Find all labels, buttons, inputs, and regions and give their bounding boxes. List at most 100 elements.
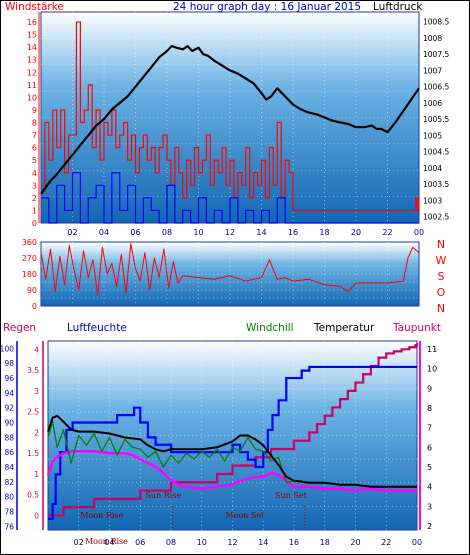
wind-tick-label: 14: [27, 43, 37, 52]
pressure-tick-label: 1005.5: [423, 115, 449, 124]
wind-tick-label: 12: [27, 68, 37, 77]
humidity-tick-label: 88: [4, 433, 14, 442]
temperature-label: Temperatur: [313, 322, 375, 334]
windchill-label: Windchill: [246, 322, 294, 334]
time-tick-label: 18: [320, 538, 330, 547]
compass-label: N: [437, 302, 445, 315]
compass-label: N: [437, 238, 445, 251]
time-tick-label: 12: [225, 228, 235, 237]
time-tick-label: 16: [289, 538, 299, 547]
temperature-tick-label: 6: [427, 443, 432, 452]
compass-label: S: [438, 270, 445, 283]
rain-tick-label: 3.5: [27, 366, 39, 375]
wind-tick-label: 6: [32, 144, 37, 153]
time-tick-label: 02: [74, 538, 84, 547]
time-tick-label: 16: [288, 228, 298, 237]
wind-gust-series: [41, 21, 420, 212]
compass-label: O: [437, 286, 446, 299]
chart-title: 24 hour graph day : 16 Januar 2015: [173, 1, 361, 13]
direction-tick-label: 270: [22, 254, 37, 263]
wind-tick-label: 11: [27, 81, 37, 90]
pressure-tick-label: 1004: [423, 164, 442, 173]
time-tick-label: 20: [350, 538, 360, 547]
compass-label: W: [436, 254, 447, 267]
time-tick-label: 08: [162, 228, 172, 237]
windchill-series: [47, 421, 302, 484]
humidity-tick-label: 98: [4, 359, 14, 368]
humidity-tick-label: 76: [4, 522, 14, 531]
astro-annotation: Moon Rise: [80, 511, 123, 520]
wind-tick-label: 1: [32, 206, 37, 215]
humidity-tick-label: 78: [4, 507, 14, 516]
wind-tick-label: 4: [32, 169, 37, 178]
time-tick-label: 14: [258, 538, 268, 547]
time-tick-label: 18: [319, 228, 329, 237]
pressure-tick-label: 1006: [423, 99, 442, 108]
time-tick-label: 08: [166, 538, 176, 547]
temperature-tick-label: 5: [427, 463, 432, 472]
wind-tick-label: 9: [32, 106, 37, 115]
astro-annotation: Sun Rise: [145, 491, 181, 500]
wind-label: Windstärke: [5, 1, 64, 13]
time-tick-label: 06: [135, 538, 145, 547]
rain-tick-label: 0: [34, 511, 39, 520]
rain-series: [48, 343, 419, 517]
humidity-tick-label: 86: [4, 448, 14, 457]
direction-tick-label: 360: [22, 238, 37, 247]
time-tick-label: 14: [256, 228, 266, 237]
time-tick-label: 00: [414, 228, 424, 237]
dewpoint-series: [46, 450, 417, 492]
time-tick-label: 22: [381, 538, 391, 547]
pressure-tick-label: 1006.5: [423, 83, 449, 92]
wind-tick-label: 8: [32, 119, 37, 128]
wind-direction-series: [40, 243, 420, 296]
direction-tick-label: 90: [27, 286, 37, 295]
temperature-tick-label: 11: [427, 345, 437, 354]
pressure-label: Luftdruck: [373, 1, 423, 13]
direction-tick-label: 180: [22, 270, 37, 279]
pressure-tick-label: 1005: [423, 131, 442, 140]
pressure-tick-label: 1002.5: [423, 213, 449, 222]
pressure-tick-label: 1008.5: [423, 18, 449, 27]
humidity-tick-label: 84: [4, 463, 14, 472]
pressure-tick-label: 1004.5: [423, 148, 449, 157]
time-tick-label: 00: [412, 538, 422, 547]
temperature-tick-label: 9: [427, 384, 432, 393]
wind-tick-label: 7: [32, 131, 37, 140]
temperature-series: [47, 414, 417, 488]
time-tick-label: 10: [197, 538, 207, 547]
temperature-tick-label: 4: [427, 483, 432, 492]
temperature-tick-label: 3: [427, 502, 432, 511]
humidity-tick-label: 92: [4, 404, 14, 413]
rain-tick-label: 1: [34, 470, 39, 479]
rain-tick-label: 1.5: [27, 449, 39, 458]
humidity-series: [48, 365, 417, 520]
wind-tick-label: 15: [27, 31, 37, 40]
humidity-tick-label: 90: [4, 419, 14, 428]
pressure-series: [40, 44, 420, 195]
time-tick-label: 04: [99, 228, 109, 237]
humidity-label: Luftfeuchte: [67, 322, 127, 334]
pressure-tick-label: 1003: [423, 196, 442, 205]
time-tick-label: 12: [227, 538, 237, 547]
pressure-tick-label: 1008: [423, 34, 442, 43]
time-tick-label: 02: [67, 228, 77, 237]
pressure-tick-label: 1003.5: [423, 180, 449, 189]
wind-tick-label: 10: [27, 93, 37, 102]
wind-tick-label: 13: [27, 56, 37, 65]
humidity-tick-label: 80: [4, 493, 14, 502]
time-tick-label: 06: [130, 228, 140, 237]
rain-tick-label: 4: [34, 345, 39, 354]
rain-tick-label: 2.5: [27, 408, 39, 417]
rain-label: Regen: [3, 322, 36, 334]
temperature-tick-label: 8: [427, 404, 432, 413]
wind-tick-label: 5: [32, 156, 37, 165]
wind-tick-label: 3: [32, 181, 37, 190]
dewpoint-label: Taupunkt: [392, 322, 441, 334]
pressure-tick-label: 1007.5: [423, 50, 449, 59]
astro-annotation: Moon Set: [225, 511, 265, 520]
time-tick-label: 20: [351, 228, 361, 237]
wind-speed-series: [41, 172, 419, 224]
